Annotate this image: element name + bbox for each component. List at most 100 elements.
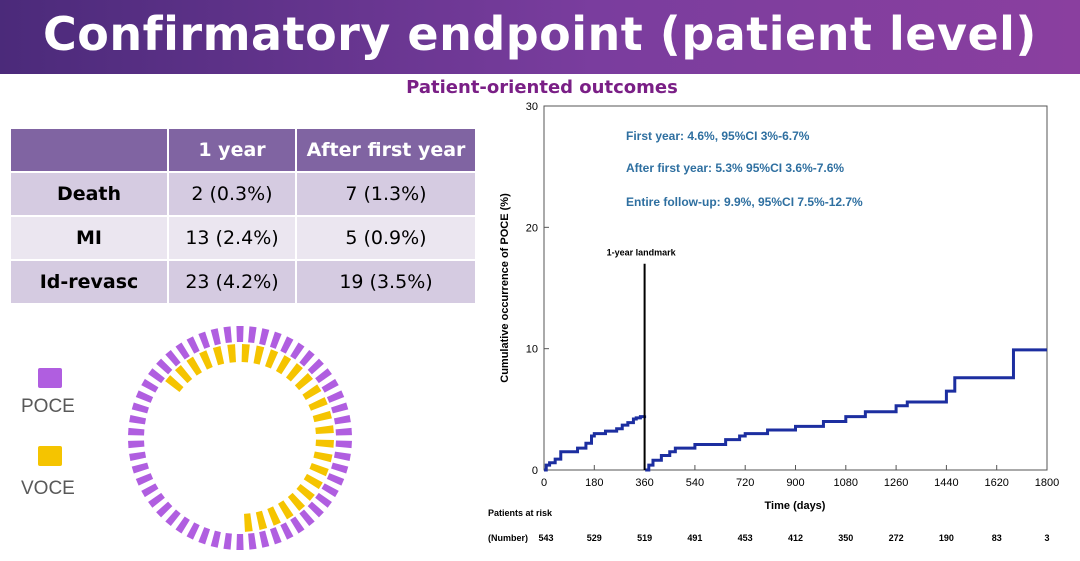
cell-death-1-year: 2 (0.3%) (169, 173, 297, 217)
poce-segment (223, 326, 232, 344)
cell-mi-after-first-year: 5 (0.9%) (297, 217, 477, 261)
table-header-after-first-year: After first year (297, 129, 477, 173)
poce-segment (135, 390, 154, 403)
event-ring-chart (128, 326, 352, 550)
row-label-mi: MI (11, 217, 169, 261)
poce-segment (186, 522, 200, 540)
poce-segment (198, 527, 211, 545)
at-risk-value: 519 (637, 533, 652, 543)
y-tick-label: 30 (526, 101, 538, 113)
poce-segment (280, 522, 294, 540)
voce-segment (244, 513, 253, 532)
table-header-1-year: 1 year (169, 129, 297, 173)
poce-segment (259, 328, 270, 346)
poce-segment (156, 501, 173, 518)
legend-swatch-poce (38, 368, 62, 388)
annotation-after-first-year: After first year: 5.3% 95%CI 3.6%-7.6% (626, 161, 844, 175)
x-tick-label: 540 (686, 477, 704, 489)
x-tick-label: 720 (736, 477, 754, 489)
poce-segment (165, 349, 181, 367)
poce-segment (128, 427, 145, 436)
poce-segment (321, 483, 339, 498)
y-tick-label: 0 (532, 465, 538, 477)
poce-segment (128, 440, 145, 449)
poce-segment (131, 402, 149, 414)
x-tick-label: 1260 (884, 477, 908, 489)
poce-segment (331, 402, 349, 414)
x-tick-label: 1620 (984, 477, 1008, 489)
at-risk-value: 3 (1044, 533, 1049, 543)
poce-segment (307, 358, 324, 375)
y-tick-label: 10 (526, 344, 538, 356)
poce-segment (236, 326, 244, 343)
voce-segment (265, 349, 279, 369)
poce-segment (141, 483, 159, 498)
voce-segment (313, 451, 333, 463)
voce-segment (312, 410, 332, 423)
poce-segment (307, 501, 324, 518)
voce-segment (285, 363, 303, 382)
cell-id-revasc-after-first-year: 19 (3.5%) (297, 261, 477, 305)
km-curve-line (544, 348, 1047, 472)
poce-segment (223, 532, 232, 550)
x-tick-label: 360 (635, 477, 653, 489)
legend-label-voce: VOCE (21, 478, 75, 499)
slide-title: Confirmatory endpoint (patient level) (43, 7, 1037, 61)
poce-segment (210, 530, 221, 548)
legend-label-poce: POCE (21, 396, 75, 417)
title-banner (0, 0, 1080, 74)
at-risk-value: 350 (838, 533, 853, 543)
poce-segment (131, 462, 149, 474)
cell-id-revasc-1-year: 23 (4.2%) (169, 261, 297, 305)
voce-segment (227, 344, 236, 363)
poce-segment (175, 342, 190, 360)
poce-segment (248, 532, 257, 550)
poce-segment (248, 326, 257, 344)
poce-segment (331, 462, 349, 474)
x-tick-label: 1080 (834, 477, 858, 489)
poce-segment (165, 509, 181, 527)
y-axis-label: Cumulative occurrence of POCE (%) (499, 193, 511, 383)
poce-segment (129, 451, 147, 461)
voce-segment (309, 463, 329, 477)
legend-swatch-voce (38, 446, 62, 466)
poce-segment (156, 358, 173, 375)
row-label-id-revasc: Id-revasc (11, 261, 169, 305)
voce-segment (241, 344, 250, 363)
at-risk-value: 190 (939, 533, 954, 543)
cell-death-after-first-year: 7 (1.3%) (297, 173, 477, 217)
poce-segment (148, 368, 165, 384)
poce-segment (175, 516, 190, 534)
at-risk-row-label: (Number) (488, 533, 528, 543)
poce-segment (335, 440, 352, 449)
voce-segment (186, 356, 202, 376)
poce-segment (321, 378, 339, 393)
poce-segment (269, 527, 282, 545)
x-axis-label: Time (days) (765, 500, 826, 512)
at-risk-value: 412 (788, 533, 803, 543)
annotation-first-year: First year: 4.6%, 95%CI 3%-6.7% (626, 129, 810, 143)
voce-segment (165, 375, 184, 393)
poce-segment (315, 368, 332, 384)
table-row: MI 13 (2.4%) 5 (0.9%) (11, 217, 477, 261)
outcomes-table: 1 year After first year Death 2 (0.3%) 7… (11, 129, 477, 305)
voce-segment (199, 350, 213, 370)
voce-segment (294, 372, 314, 391)
voce-segment (303, 473, 323, 490)
at-risk-value: 272 (889, 533, 904, 543)
cell-mi-1-year: 13 (2.4%) (169, 217, 297, 261)
voce-segment (267, 506, 281, 526)
voce-segment (296, 483, 315, 501)
km-curve-chart: 0 180 360 540 720 900 1080 1260 1440 1620 1800 0 10 2… (488, 101, 1059, 543)
table-row: Id-revasc 23 (4.2%) 19 (3.5%) (11, 261, 477, 305)
poce-segment (129, 415, 147, 425)
slide-subtitle: Patient-oriented outcomes (406, 77, 678, 98)
voce-segment (308, 397, 328, 411)
poce-segment (259, 530, 270, 548)
poce-segment (315, 492, 332, 508)
poce-segment (299, 509, 315, 527)
x-tick-label: 900 (786, 477, 804, 489)
voce-segment (255, 510, 268, 530)
poce-segment (290, 516, 305, 534)
voce-segment (212, 346, 225, 366)
